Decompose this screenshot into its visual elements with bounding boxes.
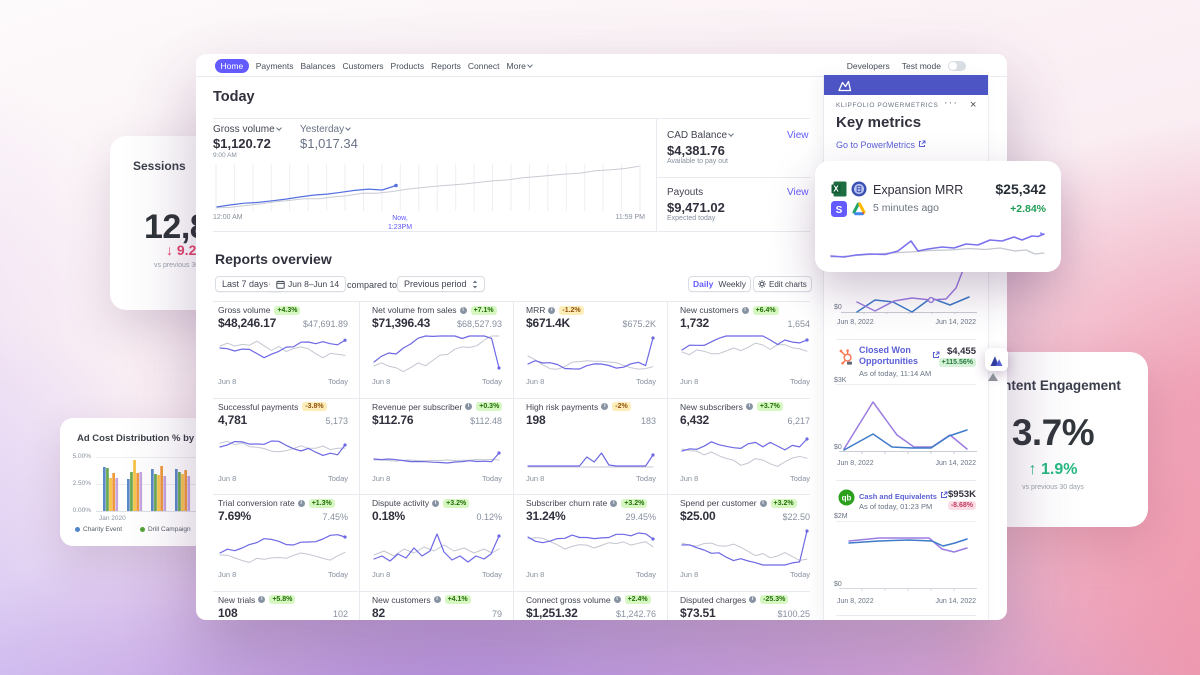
svg-text:qb: qb	[842, 494, 852, 503]
svg-text:X: X	[833, 185, 839, 194]
svg-text:S: S	[836, 205, 843, 216]
